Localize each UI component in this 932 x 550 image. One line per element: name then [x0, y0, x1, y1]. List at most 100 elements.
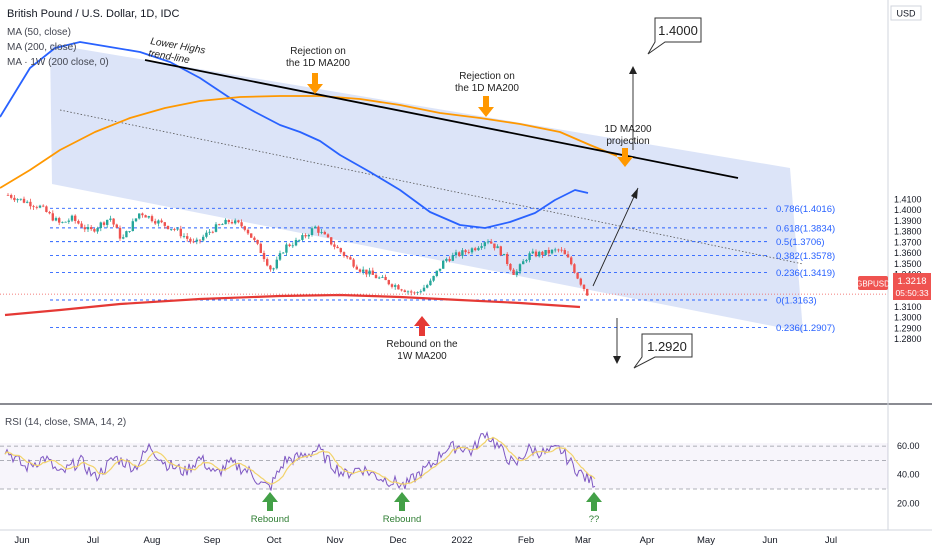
candle-body — [566, 254, 570, 258]
price-tick-label: 1.3700 — [894, 237, 922, 247]
rsi-label[interactable]: RSI (14, close, SMA, 14, 2) — [5, 417, 126, 428]
time-tick-label: Nov — [327, 535, 344, 546]
candle-body — [560, 249, 563, 251]
candle-body — [314, 226, 317, 229]
candle-body — [192, 241, 195, 243]
candle-body — [272, 268, 275, 270]
price-tick-label: 1.2900 — [894, 323, 922, 333]
rsi-rebound-label-2: Rebound — [383, 514, 422, 525]
candle-body — [538, 251, 541, 257]
time-tick-label: Jul — [87, 535, 99, 546]
rejection-arrow-2 — [478, 96, 494, 117]
candle-body — [250, 233, 253, 238]
candle-body — [195, 239, 198, 242]
indicator-ma50-label[interactable]: MA (50, close) — [7, 27, 71, 38]
indicator-ma1w-label[interactable]: MA · 1W (200 close, 0) — [7, 57, 109, 68]
candle-body — [262, 252, 266, 260]
time-tick-label: Feb — [518, 535, 534, 546]
candle-body — [477, 247, 480, 251]
rebound-label-2: 1W MA200 — [397, 351, 447, 362]
candle-body — [22, 198, 26, 203]
candle-body — [189, 238, 192, 242]
time-tick-label: Jun — [14, 535, 29, 546]
candle-body — [582, 284, 586, 289]
price-tick-label: 1.3800 — [894, 227, 922, 237]
candle-body — [352, 259, 355, 267]
candle-body — [515, 271, 518, 275]
candle-body — [259, 243, 262, 253]
candle-body — [6, 194, 10, 196]
candle-body — [502, 253, 506, 256]
candle-body — [470, 248, 474, 253]
candle-body — [125, 231, 128, 238]
candle-body — [269, 265, 272, 270]
time-axis[interactable]: Jun Jul Aug Sep Oct Nov Dec 2022 Feb Mar Apr May Jun… — [14, 535, 837, 546]
target-up-callout — [647, 17, 702, 55]
rsi-tick-label: 60.00 — [897, 441, 920, 451]
candle-body — [496, 246, 499, 249]
candle-body — [32, 206, 35, 208]
candle-body — [288, 244, 291, 247]
candle-body — [483, 242, 486, 247]
price-tick-label: 1.4000 — [894, 205, 922, 215]
candle-body — [51, 213, 54, 221]
price-tick-label: 1.2800 — [894, 334, 922, 344]
candle-body — [83, 227, 86, 230]
projection-up-arrowhead — [631, 188, 638, 199]
candle-body — [29, 201, 32, 207]
candle-body — [294, 239, 298, 246]
candle-body — [218, 224, 221, 226]
rsi-pane[interactable] — [0, 406, 888, 530]
rejection2-label-2: the 1D MA200 — [455, 83, 519, 94]
target-up-text: 1.4000 — [658, 23, 698, 38]
rsi-rebound-arrow-1 — [262, 492, 278, 511]
rsi-band — [0, 443, 888, 489]
rebound-arrow — [414, 316, 430, 336]
candle-body — [77, 220, 80, 224]
candle-body — [176, 228, 179, 230]
price-badge: GBPUSD 1.3218 05:50:33 — [856, 273, 931, 300]
currency-label: USD — [896, 9, 916, 19]
candle-body — [458, 252, 461, 256]
candle-body — [16, 199, 19, 201]
fib-level-label: 0.786(1.4016) — [776, 204, 835, 215]
candle-body — [346, 256, 349, 258]
rsi-rebound-label-1: Rebound — [251, 514, 290, 525]
candle-body — [128, 231, 131, 232]
candle-body — [253, 237, 256, 240]
candle-body — [397, 285, 400, 290]
time-tick-label: Mar — [575, 535, 591, 546]
candle-body — [230, 222, 234, 224]
rejection-arrow-1 — [307, 73, 323, 94]
candle-body — [563, 250, 566, 255]
time-tick-label: May — [697, 535, 715, 546]
candle-body — [579, 278, 582, 285]
indicator-ma200-label[interactable]: MA (200, close) — [7, 42, 76, 53]
candle-body — [237, 220, 240, 223]
ma1w-line — [4, 293, 581, 317]
rsi-tick-label: 20.00 — [897, 498, 920, 508]
candle-body — [544, 249, 547, 255]
candle-body — [243, 226, 246, 230]
candle-body — [275, 259, 278, 269]
candle-body — [154, 221, 157, 224]
candle-body — [541, 251, 544, 255]
candle-body — [301, 235, 304, 240]
target-down-text: 1.2920 — [647, 339, 687, 354]
candle-body — [285, 244, 288, 253]
candle-body — [387, 280, 390, 285]
candle-body — [67, 220, 70, 222]
candle-body — [426, 285, 429, 288]
rsi-ma-line — [4, 436, 596, 485]
candle-body — [13, 197, 16, 201]
candle-body — [573, 264, 576, 273]
candle-body — [518, 264, 522, 272]
candle-body — [512, 269, 515, 275]
candle-body — [208, 231, 211, 233]
candle-body — [333, 244, 336, 247]
candle-body — [131, 221, 134, 232]
candle-body — [493, 243, 496, 249]
candle-body — [163, 222, 166, 226]
candle-body — [480, 246, 483, 248]
candle-body — [381, 276, 384, 278]
